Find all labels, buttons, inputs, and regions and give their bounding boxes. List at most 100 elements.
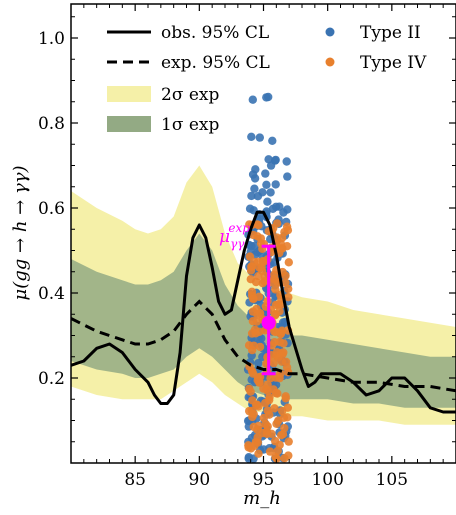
type4-point (281, 278, 290, 287)
type4-point (255, 378, 264, 387)
type4-point (281, 271, 290, 280)
type4-point (274, 300, 283, 309)
type4-point (254, 221, 263, 230)
type2-point (253, 192, 263, 201)
type2-point (271, 202, 281, 211)
legend: obs. 95% CL exp. 95% CL 2σ exp 1σ exp Type I… (107, 23, 427, 135)
type4-point (284, 293, 293, 302)
type2-point (248, 95, 257, 104)
type4-point (252, 317, 262, 326)
type4-point (282, 363, 292, 372)
type4-point (254, 449, 263, 458)
type4-point (260, 277, 269, 286)
type4-point (248, 345, 257, 355)
type2-point (254, 359, 263, 368)
type2-point (250, 184, 259, 193)
type2-point (255, 133, 264, 142)
y-tick-label: 0.8 (38, 114, 65, 134)
type4-point (271, 373, 281, 382)
type4-point (263, 422, 272, 431)
type4-point (263, 386, 272, 396)
y-tick-label: 1.0 (38, 29, 65, 49)
x-axis-label: m_h (243, 488, 281, 509)
x-tick-label: 100 (311, 470, 343, 490)
x-tick-label: 95 (253, 470, 275, 490)
type4-point (251, 329, 260, 338)
type4-point (277, 431, 286, 440)
type4-point (244, 443, 253, 452)
type4-point (246, 387, 255, 396)
type2-point (271, 180, 280, 189)
legend-key-type2 (325, 27, 335, 37)
type4-point (257, 263, 266, 272)
legend-key-type4 (325, 57, 335, 67)
measurement: μγγexp (219, 221, 276, 376)
type4-point (272, 219, 282, 228)
band-1sigma (71, 233, 456, 408)
type4-point (254, 421, 263, 431)
type4-point (277, 233, 287, 243)
type2-point (282, 157, 291, 166)
type4-point (248, 412, 257, 422)
type4-point (259, 413, 268, 423)
type2-point (247, 191, 256, 201)
type2-point (250, 174, 260, 183)
type4-point (247, 366, 257, 376)
type4-point (279, 413, 289, 422)
type2-point (271, 155, 280, 165)
type2-point (264, 155, 273, 164)
type4-point (270, 404, 279, 413)
type2-point (247, 132, 256, 141)
type2-point (266, 161, 276, 170)
type4-point (284, 437, 293, 446)
observed-limit-line (71, 210, 456, 414)
type4-point (284, 284, 293, 294)
type2-point (283, 172, 292, 181)
limit-lines (71, 210, 456, 414)
measurement-label: μγγexp (219, 221, 250, 251)
type2-point (266, 188, 275, 197)
type2-point (244, 454, 253, 463)
type4-point (284, 258, 293, 267)
legend-label: Type IV (360, 53, 427, 73)
type2-point (279, 208, 288, 217)
type4-point (254, 402, 263, 411)
type4-point (270, 270, 279, 279)
legend-label: Type II (360, 23, 421, 43)
type4-point (284, 451, 293, 460)
x-tick-label: 85 (124, 470, 146, 490)
x-tick-label: 105 (376, 470, 408, 490)
type4-point (247, 262, 256, 271)
type2-point (268, 136, 277, 145)
measurement-point (261, 315, 276, 330)
type2-point (263, 197, 272, 206)
type2-point (261, 169, 270, 178)
type4-point (274, 353, 283, 362)
type2-point (262, 180, 271, 189)
legend-label: exp. 95% CL (161, 53, 270, 73)
type4-point (271, 388, 281, 398)
type4-point (273, 446, 282, 456)
type4-point (275, 337, 284, 347)
type4-point (249, 294, 258, 303)
legend-key-band-1sigma (107, 116, 151, 132)
type2-point (245, 204, 255, 213)
y-tick-label: 0.4 (38, 284, 65, 304)
type4-point (262, 429, 272, 439)
legend-key-band-2sigma (107, 86, 151, 102)
type4-point (271, 285, 280, 294)
type4-point (261, 398, 270, 408)
legend-label: obs. 95% CL (161, 23, 269, 43)
type4-point (271, 327, 281, 337)
type4-point (265, 447, 275, 456)
type4-point (281, 392, 290, 401)
legend-label: 1σ exp (161, 115, 219, 135)
y-tick-label: 0.6 (38, 199, 65, 219)
type4-point (263, 380, 272, 389)
y-tick-label: 0.2 (38, 369, 65, 389)
type4-point (283, 226, 293, 235)
y-axis-label: μ(gg → h → γγ) (10, 166, 31, 301)
axis-ticks: 85 90 95 100 105 0.2 0.4 0.6 0.8 1.0 (38, 4, 456, 490)
type2-point (262, 93, 271, 102)
